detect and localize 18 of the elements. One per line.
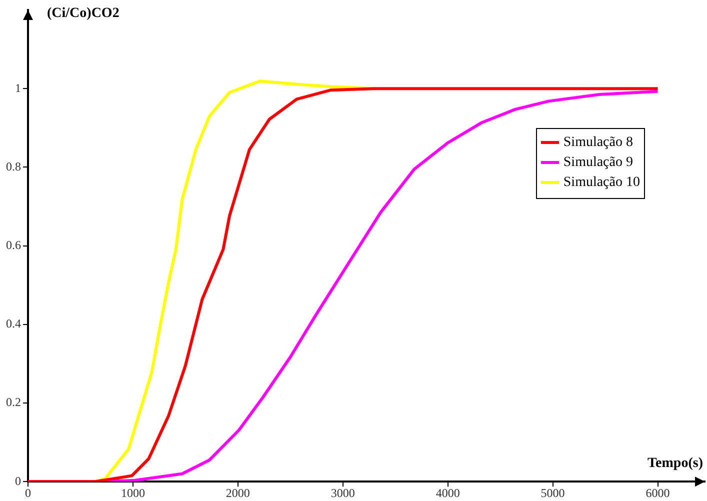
legend-label: Simulação 10 bbox=[563, 174, 640, 191]
x-tick-label: 0 bbox=[25, 486, 31, 500]
y-tick-label: 1 bbox=[15, 80, 21, 95]
x-tick-label: 2000 bbox=[226, 486, 250, 500]
x-tick-label: 4000 bbox=[436, 486, 460, 500]
y-tick-label: 0.2 bbox=[6, 395, 21, 410]
legend-label: Simulação 8 bbox=[563, 134, 633, 151]
legend-label: Simulação 9 bbox=[563, 154, 633, 171]
y-tick-label: 0 bbox=[15, 474, 21, 488]
x-tick-label: 6000 bbox=[646, 486, 670, 500]
y-tick-label: 0.6 bbox=[6, 238, 21, 252]
x-tick-label: 1000 bbox=[120, 486, 145, 500]
y-axis-title: (Ci/Co)CO2 bbox=[47, 6, 120, 22]
x-axis-title: Tempo(s) bbox=[648, 456, 703, 472]
x-tick-label: 5000 bbox=[540, 486, 565, 500]
x-tick-label: 3000 bbox=[330, 486, 355, 500]
y-tick-label: 0.8 bbox=[6, 159, 21, 174]
y-tick-label: 0.4 bbox=[6, 316, 21, 331]
